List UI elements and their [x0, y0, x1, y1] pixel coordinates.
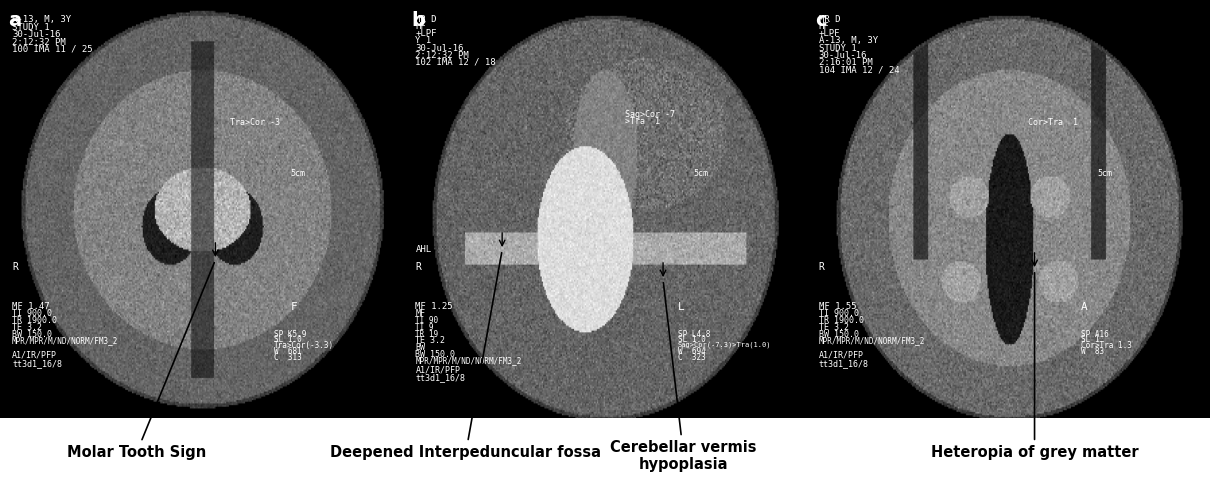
Text: L: L — [678, 302, 685, 312]
Text: +LPF: +LPF — [819, 29, 840, 38]
Text: TR 1900.0: TR 1900.0 — [819, 316, 864, 325]
Text: 30-Jul-16: 30-Jul-16 — [12, 30, 60, 40]
Text: tt3d1_16/8: tt3d1_16/8 — [12, 359, 62, 368]
Text: 5cm: 5cm — [1097, 169, 1112, 178]
Text: c: c — [814, 10, 826, 29]
Text: W  694: W 694 — [678, 348, 705, 356]
Text: Y 1: Y 1 — [415, 36, 432, 46]
Text: TI 900.0: TI 900.0 — [819, 310, 859, 318]
Text: MF 1.25: MF 1.25 — [415, 302, 453, 311]
Text: BW: BW — [415, 343, 426, 352]
Text: TR 1900.0: TR 1900.0 — [12, 316, 57, 325]
Text: A1/IR/PFP: A1/IR/PFP — [415, 365, 461, 374]
Text: SL 1: SL 1 — [1081, 336, 1100, 344]
Text: a: a — [8, 10, 22, 29]
Text: R: R — [415, 262, 421, 272]
Text: STUDY 1: STUDY 1 — [12, 23, 50, 32]
Text: Heteropia of grey matter: Heteropia of grey matter — [930, 273, 1139, 460]
Text: A1/IR/PFP: A1/IR/PFP — [819, 350, 864, 360]
Text: TR 19: TR 19 — [415, 330, 438, 338]
Text: tt3d1_16/8: tt3d1_16/8 — [819, 359, 869, 368]
Text: STUDY 1: STUDY 1 — [819, 44, 857, 52]
Text: Deepened Interpeduncular fossa: Deepened Interpeduncular fossa — [330, 252, 601, 460]
Text: TE 3.2: TE 3.2 — [415, 336, 445, 345]
Text: 5cm: 5cm — [693, 169, 709, 178]
Text: 2:12:32 PM: 2:12:32 PM — [12, 38, 65, 46]
Text: MF 1.55: MF 1.55 — [819, 302, 857, 311]
Text: C  313: C 313 — [275, 353, 302, 362]
Text: Cor>Tra  1: Cor>Tra 1 — [1028, 118, 1078, 128]
Text: tt3d1_16/8: tt3d1_16/8 — [415, 372, 466, 382]
Text: MF: MF — [415, 310, 426, 318]
Text: 104 IMA 12 / 24: 104 IMA 12 / 24 — [819, 65, 899, 74]
Text: MR D: MR D — [819, 15, 840, 24]
Text: MPR/MPR/M/ND/NORM/FM3_2: MPR/MPR/M/ND/NORM/FM3_2 — [819, 336, 926, 345]
Text: R: R — [12, 262, 18, 272]
Text: SL 1.0: SL 1.0 — [678, 336, 705, 344]
Text: 100 IMA 11 / 25: 100 IMA 11 / 25 — [12, 45, 93, 54]
Text: SP L4.8: SP L4.8 — [678, 330, 710, 338]
Text: R: R — [819, 262, 825, 272]
Text: C  323: C 323 — [678, 353, 705, 362]
Text: 2:16:01 PM: 2:16:01 PM — [819, 58, 872, 67]
Text: A-13, M, 3Y: A-13, M, 3Y — [819, 36, 878, 46]
Text: MR D: MR D — [415, 15, 437, 24]
Text: 30-Jul-16: 30-Jul-16 — [819, 50, 868, 59]
Text: A: A — [1081, 302, 1088, 312]
Text: Molar Tooth Sign: Molar Tooth Sign — [67, 262, 214, 460]
Text: TI 900.0: TI 900.0 — [12, 310, 52, 318]
Text: BW 150.0: BW 150.0 — [415, 350, 455, 359]
Text: W  83: W 83 — [1081, 348, 1104, 356]
Text: TE 3.2: TE 3.2 — [12, 323, 42, 332]
Text: Sag>Cor(-7.3)>Tra(1.0): Sag>Cor(-7.3)>Tra(1.0) — [678, 342, 771, 348]
Text: 2:12:32 PM: 2:12:32 PM — [415, 50, 469, 59]
Text: BW 150.0: BW 150.0 — [819, 330, 859, 338]
Text: TI 90: TI 90 — [415, 316, 438, 325]
Text: >Tra  1: >Tra 1 — [626, 116, 661, 126]
Text: HF: HF — [415, 22, 426, 31]
Text: MPR/MPR/M/ND/NORM/FM3_2: MPR/MPR/M/ND/NORM/FM3_2 — [12, 336, 119, 345]
Text: MPR/MPR/M/ND/NORM/FM3_2: MPR/MPR/M/ND/NORM/FM3_2 — [415, 356, 522, 366]
Text: +LPF: +LPF — [415, 29, 437, 38]
Text: Tra>Cor(-3.3): Tra>Cor(-3.3) — [275, 342, 334, 350]
Text: A1/IR/PFP: A1/IR/PFP — [12, 350, 57, 360]
Text: b: b — [411, 10, 425, 29]
Text: Cerebellar vermis
hypoplasia: Cerebellar vermis hypoplasia — [610, 283, 757, 472]
Text: F: F — [290, 302, 298, 312]
Text: H-13, M, 3Y: H-13, M, 3Y — [12, 15, 71, 24]
Text: Cor>Tra 1.3: Cor>Tra 1.3 — [1081, 342, 1131, 350]
Text: Tra>Cor -3: Tra>Cor -3 — [230, 118, 280, 128]
Text: 102 IMA 12 / 18: 102 IMA 12 / 18 — [415, 58, 496, 67]
Text: 5cm: 5cm — [290, 169, 305, 178]
Text: TE 3.2: TE 3.2 — [819, 323, 848, 332]
Text: BW 150.0: BW 150.0 — [12, 330, 52, 338]
Text: SL 1.0: SL 1.0 — [275, 336, 302, 344]
Text: AHL: AHL — [415, 245, 432, 254]
Text: TI 9: TI 9 — [415, 323, 434, 332]
Text: SP K5.9: SP K5.9 — [275, 330, 306, 338]
Text: Sag>Cor -7: Sag>Cor -7 — [626, 110, 675, 119]
Text: 30-Jul-16: 30-Jul-16 — [415, 44, 463, 52]
Text: HF: HF — [819, 22, 830, 31]
Text: W  681: W 681 — [275, 348, 302, 356]
Text: SP A16: SP A16 — [1081, 330, 1108, 338]
Bar — [0, 418, 1210, 500]
Text: MF 1.47: MF 1.47 — [12, 302, 50, 311]
